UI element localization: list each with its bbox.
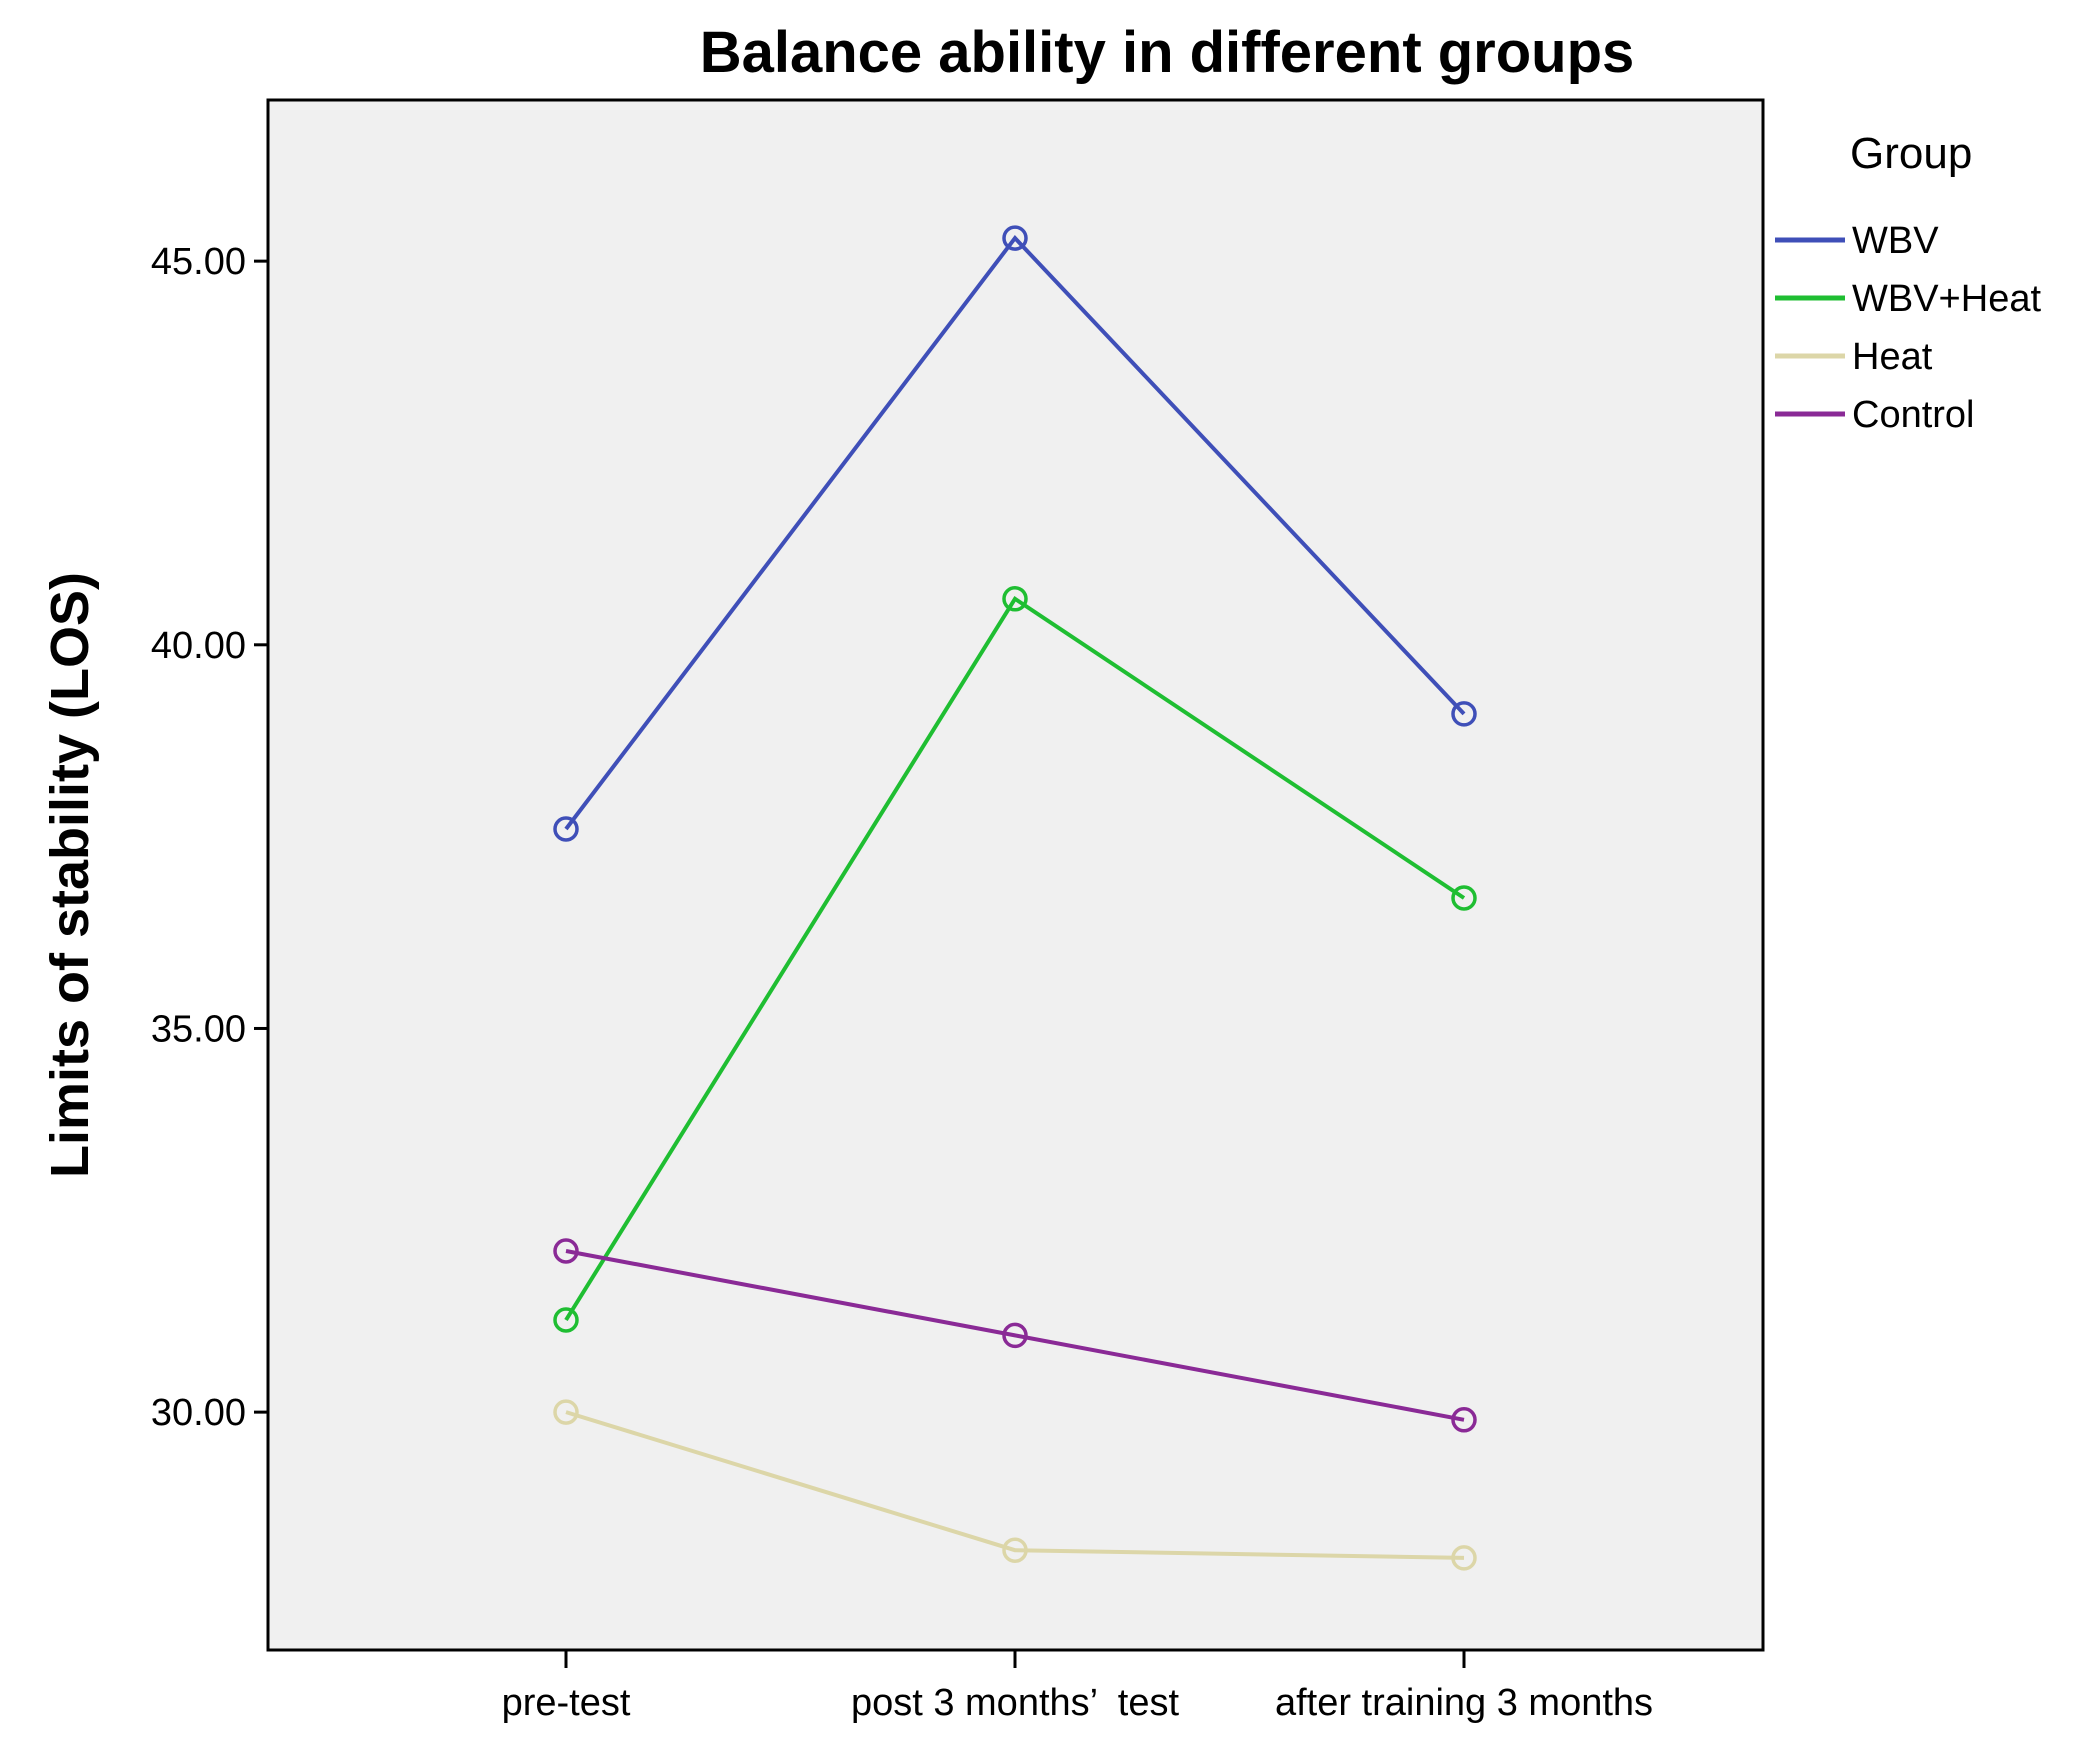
x-tick-label: after training 3 months bbox=[1275, 1682, 1653, 1724]
legend-label: Control bbox=[1852, 394, 1975, 436]
plot-area bbox=[266, 98, 1765, 1652]
y-tick-label: 35.00 bbox=[151, 1008, 246, 1050]
series-wbv bbox=[553, 225, 1477, 842]
data-point-control bbox=[553, 1238, 579, 1264]
data-point-control bbox=[1451, 1407, 1477, 1433]
legend-label: WBV+Heat bbox=[1852, 278, 2041, 320]
chart-title: Balance ability in different groups bbox=[700, 20, 1635, 85]
data-point-wbv bbox=[1451, 701, 1477, 727]
series-control bbox=[553, 1238, 1477, 1433]
series-line-wbv-heat bbox=[564, 595, 1466, 1322]
x-tick-label: post 3 months’ test bbox=[851, 1682, 1180, 1724]
y-tick-label: 45.00 bbox=[151, 241, 246, 283]
legend-label: WBV bbox=[1852, 220, 1939, 262]
data-point-control bbox=[1002, 1322, 1028, 1349]
data-point-wbv bbox=[1002, 225, 1028, 251]
x-tick-label: pre-test bbox=[502, 1682, 631, 1724]
series-wbv-heat bbox=[553, 586, 1477, 1333]
data-point-heat bbox=[1002, 1537, 1028, 1563]
legend-label: Heat bbox=[1852, 336, 1933, 378]
data-point-heat bbox=[553, 1399, 579, 1425]
data-point-wbv bbox=[553, 816, 579, 842]
y-tick-label: 30.00 bbox=[151, 1392, 246, 1434]
series-line-heat bbox=[565, 1410, 1465, 1560]
series-heat bbox=[553, 1399, 1477, 1571]
data-point-wbv-heat bbox=[553, 1307, 579, 1333]
series-line-wbv bbox=[564, 235, 1466, 831]
series-layer bbox=[553, 225, 1477, 1571]
series-line-control bbox=[565, 1249, 1465, 1422]
data-point-heat bbox=[1451, 1545, 1477, 1571]
x-axis: pre-test post 3 months’ test after trainin… bbox=[502, 1650, 1653, 1724]
legend: Group WBV WBV+Heat Heat Control bbox=[1775, 129, 2041, 436]
y-tick-label: 40.00 bbox=[151, 625, 246, 667]
data-point-wbv-heat bbox=[1002, 586, 1028, 612]
data-point-wbv-heat bbox=[1451, 885, 1477, 911]
y-axis-label: Limits of stability (LOS) bbox=[40, 572, 100, 1178]
legend-title: Group bbox=[1850, 129, 1972, 178]
y-axis: 30.00 35.00 40.00 45.00 bbox=[151, 241, 268, 1434]
